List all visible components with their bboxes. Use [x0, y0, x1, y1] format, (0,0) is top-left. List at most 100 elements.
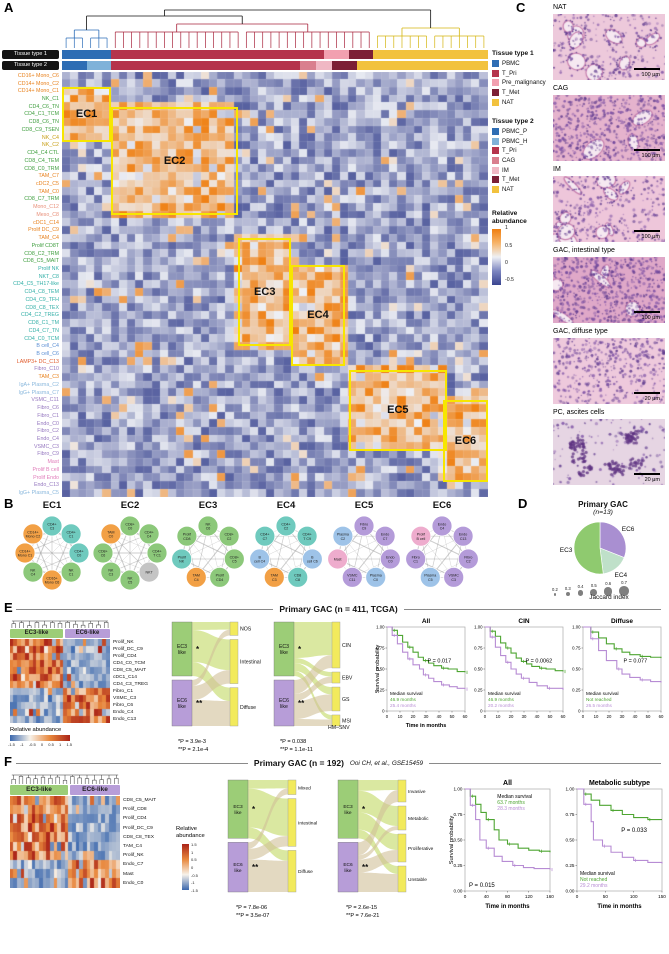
cell-type-label: CD4_C9_TFH: [25, 296, 59, 303]
jaccard-legend-item: 0.5: [590, 582, 598, 596]
svg-text:Plasma: Plasma: [424, 574, 436, 578]
colorbar-tick: 1: [59, 742, 62, 747]
svg-text:50: 50: [548, 714, 553, 719]
svg-text:CIN: CIN: [342, 643, 351, 649]
svg-text:**: **: [362, 863, 369, 872]
legend-label: PBMC: [502, 60, 520, 68]
legend-item: CAG: [492, 156, 554, 166]
svg-text:B cell: B cell: [416, 537, 425, 541]
ecotype-network-title: EC4: [276, 500, 296, 511]
scale-bar: [634, 472, 660, 475]
p-value-note: *P = 0.038: [280, 739, 307, 745]
legend-swatch: [492, 79, 499, 87]
svg-text:0: 0: [576, 894, 579, 899]
svg-text:CD8+: CD8+: [125, 522, 134, 526]
jaccard-value: 0.5: [590, 582, 597, 588]
svg-text:like: like: [178, 650, 186, 656]
panel-e-header: Primary GAC (n = 411, TCGA): [16, 604, 662, 614]
svg-text:Mono C6: Mono C6: [45, 581, 60, 585]
legend-label: T_Pri: [502, 147, 517, 155]
scale-text: 100 μm: [641, 153, 660, 159]
pie-title: Primary GAC: [578, 500, 628, 509]
cell-type-label: LAMP3+ DC_C13: [16, 358, 59, 365]
annotation-segment: [62, 50, 112, 59]
cell-type-label: CD8_C6_TN: [28, 119, 59, 126]
cell-type-label: Mast: [47, 459, 59, 466]
svg-text:Median survival: Median survival: [497, 794, 532, 800]
svg-text:0.50: 0.50: [572, 667, 581, 672]
svg-text:All: All: [503, 780, 512, 787]
svg-text:Mast: Mast: [334, 557, 342, 561]
p-value-note: **P = 3.5e-07: [236, 913, 270, 920]
histology-image: 100 μm: [553, 257, 665, 323]
svg-text:0: 0: [386, 714, 389, 719]
cell-type-label: CD4_C5_TH17-like: [13, 281, 59, 288]
mini-heatmap-row-label: VSMC_C3: [113, 696, 137, 701]
svg-text:30: 30: [522, 714, 527, 719]
legend-label: IM: [502, 166, 509, 174]
svg-text:40: 40: [484, 894, 490, 899]
svg-text:CD4+: CD4+: [66, 530, 75, 534]
cell-type-label: Fibro_C10: [34, 366, 59, 373]
svg-text:Median survival: Median survival: [488, 691, 521, 696]
svg-text:P = 0.015: P = 0.015: [469, 883, 495, 889]
panel-f-abundance-title: Relative abundance: [176, 826, 205, 839]
annotation-segment: [111, 60, 300, 70]
legend-item: PBMC: [492, 59, 554, 69]
colorbar-tick: 1: [191, 849, 194, 855]
svg-text:C6: C6: [206, 527, 211, 531]
legend-label: NAT: [502, 185, 514, 193]
svg-text:120: 120: [525, 894, 533, 899]
svg-text:50: 50: [646, 714, 651, 719]
tissue-type-2-legend: Tissue type 2 PBMC_P PBMC_H T_Pri CAG IM T_Me…: [492, 118, 554, 194]
ecotype-network-title: EC6: [432, 500, 452, 511]
svg-text:Median survival: Median survival: [580, 871, 615, 877]
svg-text:CD4+: CD4+: [74, 549, 83, 553]
cell-type-label: NKT_C8: [38, 273, 59, 280]
svg-text:P = 0.0062: P = 0.0062: [526, 658, 553, 664]
svg-text:0.25: 0.25: [376, 688, 385, 693]
svg-text:0.00: 0.00: [454, 889, 463, 894]
scale-bar: [634, 229, 660, 232]
ecotype-network-title: EC2: [120, 500, 140, 511]
histology-image: 100 μm: [553, 176, 665, 242]
svg-text:Plasma: Plasma: [370, 574, 382, 578]
ecotype-network: FibroC9EndoC7EndoC0PlasmaC0VSMCC11MastPl…: [327, 515, 401, 588]
legend-label: CAG: [502, 157, 516, 165]
svg-text:C3: C3: [451, 578, 456, 582]
lauren-alluvial-pvalues: *P = 7.8e-06 **P = 3.5e-07: [236, 904, 269, 921]
svg-text:30: 30: [424, 714, 429, 719]
svg-text:CD4+: CD4+: [144, 530, 153, 534]
svg-text:Endo: Endo: [386, 555, 394, 559]
colorbar-tick: 0.5: [505, 242, 513, 249]
svg-text:*: *: [298, 645, 302, 654]
svg-text:Median survival: Median survival: [390, 691, 423, 696]
colorbar-tick: -1.5: [8, 742, 15, 747]
svg-text:1.00: 1.00: [566, 787, 575, 792]
mini-heatmap-row-label: Endo_C7: [123, 862, 144, 868]
svg-text:150: 150: [658, 894, 666, 899]
svg-text:C8: C8: [295, 578, 300, 582]
annotation-segment: [62, 60, 87, 70]
svg-text:**: **: [196, 699, 203, 708]
svg-text:like: like: [344, 810, 352, 816]
svg-text:HM–SNV: HM–SNV: [328, 725, 350, 731]
svg-text:Diffuse: Diffuse: [298, 869, 313, 875]
colorbar-tick: 0.5: [48, 742, 54, 747]
svg-text:CD8+: CD8+: [230, 555, 239, 559]
svg-text:cell C4: cell C4: [254, 560, 265, 564]
svg-text:GS: GS: [342, 697, 350, 703]
cell-type-label: Endo_C4: [36, 436, 59, 443]
cell-type-label: NK_C4: [41, 134, 59, 141]
svg-text:EC4: EC4: [615, 572, 628, 579]
panel-f-dendrogram: [11, 774, 119, 784]
mini-heatmap-row-label: TAM_C4: [123, 844, 142, 850]
scale-text: 100 μm: [641, 315, 660, 321]
svg-text:Metabolic: Metabolic: [408, 816, 429, 822]
jaccard-value: 0.3: [564, 585, 571, 591]
svg-text:40: 40: [437, 714, 442, 719]
panel-f-colorbar: [182, 844, 189, 890]
svg-text:P = 0.017: P = 0.017: [428, 658, 452, 664]
cell-type-label: Endo_C13: [33, 482, 59, 489]
scale-text: 20 μm: [644, 477, 660, 483]
